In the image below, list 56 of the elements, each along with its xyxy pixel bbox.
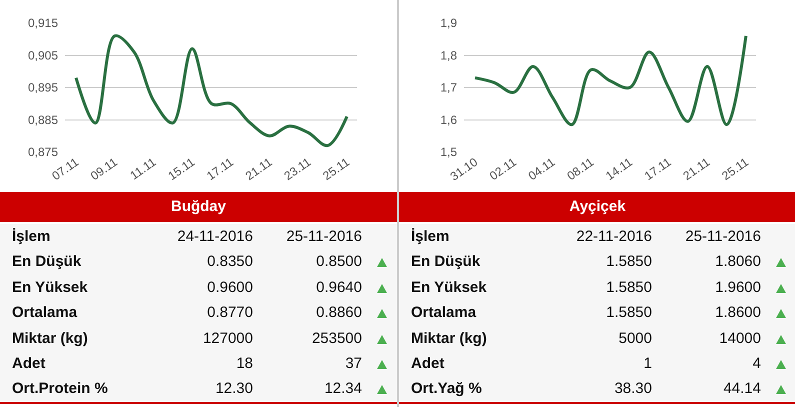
y-tick-label: 1,9 bbox=[440, 16, 458, 30]
text: 12.34 bbox=[324, 380, 362, 398]
text: Ortalama bbox=[12, 304, 78, 322]
line-series bbox=[474, 34, 748, 126]
text: En Yüksek bbox=[411, 278, 487, 296]
y-tick-label: 1,6 bbox=[440, 112, 458, 127]
text: Ortalama bbox=[411, 304, 476, 322]
text: 1.5850 bbox=[606, 253, 652, 270]
y-tick-label: 0,875 bbox=[28, 145, 58, 160]
text: 5000 bbox=[618, 330, 652, 347]
text: 1.8060 bbox=[715, 253, 761, 270]
text: 0.8350 bbox=[207, 253, 253, 270]
text: 1.5850 bbox=[606, 278, 652, 296]
y-tick-label: 0,905 bbox=[28, 48, 58, 62]
text: Ort.Protein % bbox=[12, 380, 108, 398]
text: 0.8770 bbox=[207, 304, 253, 322]
y-tick-label: 1,7 bbox=[440, 80, 458, 95]
text: 1.5850 bbox=[606, 304, 652, 322]
text: 0.8500 bbox=[316, 253, 362, 270]
text: 0.9640 bbox=[316, 278, 362, 296]
text: Miktar (kg) bbox=[12, 330, 88, 347]
text: En Yüksek bbox=[12, 278, 88, 296]
text: 14000 bbox=[719, 330, 761, 347]
text: Miktar (kg) bbox=[411, 330, 487, 347]
text: 37 bbox=[345, 354, 362, 372]
text: İşlem bbox=[12, 228, 50, 245]
text: 25-11-2016 bbox=[286, 228, 362, 245]
text: Buğday bbox=[0, 192, 397, 222]
text: 25-11-2016 bbox=[685, 228, 761, 245]
text: Ayçiçek bbox=[399, 192, 795, 222]
text: Adet bbox=[12, 354, 46, 372]
text: 0.9600 bbox=[207, 278, 253, 296]
text: Adet bbox=[411, 354, 444, 372]
y-tick-label: 0,895 bbox=[28, 80, 58, 95]
text: 38.30 bbox=[614, 380, 652, 398]
text: Ort.Yağ % bbox=[411, 380, 482, 398]
y-tick-label: 1,8 bbox=[440, 48, 458, 62]
text: En Düşük bbox=[12, 253, 82, 270]
y-tick-label: 0,885 bbox=[28, 112, 58, 127]
text: 127000 bbox=[202, 330, 253, 347]
text: 24-11-2016 bbox=[177, 228, 253, 245]
text: İşlem bbox=[411, 228, 450, 245]
text: 18 bbox=[236, 354, 253, 372]
text: 1.8600 bbox=[715, 304, 761, 322]
line-series bbox=[74, 34, 348, 148]
text: 0.8860 bbox=[316, 304, 362, 322]
y-tick-label: 0,915 bbox=[28, 16, 58, 30]
text: 44.14 bbox=[723, 380, 761, 398]
y-tick-label: 1,5 bbox=[440, 145, 458, 160]
text: En Düşük bbox=[411, 253, 480, 270]
text: 253500 bbox=[312, 330, 362, 347]
text: 12.30 bbox=[215, 380, 253, 398]
text: 1.9600 bbox=[715, 278, 761, 296]
text: 4 bbox=[752, 354, 761, 372]
text: 1 bbox=[644, 354, 652, 372]
text: 22-11-2016 bbox=[576, 228, 652, 245]
